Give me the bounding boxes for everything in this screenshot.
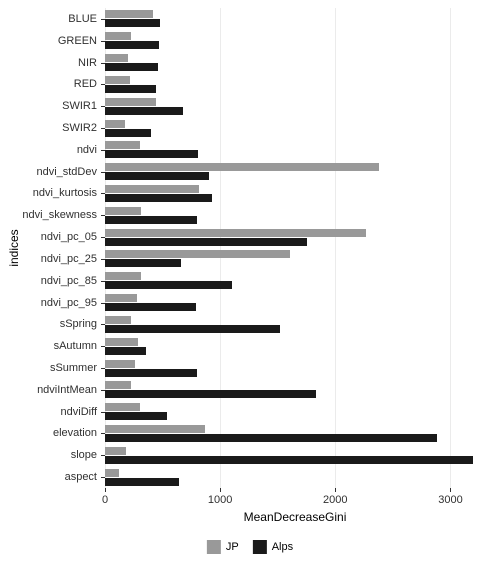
y-tick-label: SWIR1 <box>62 100 97 112</box>
bar-jp <box>105 229 366 237</box>
bar-jp <box>105 120 125 128</box>
x-tick-label: 0 <box>102 494 108 506</box>
x-tick-label: 1000 <box>208 494 232 506</box>
gridline <box>220 8 221 488</box>
bar-alps <box>105 390 316 398</box>
bar-alps <box>105 19 160 27</box>
bar-jp <box>105 316 131 324</box>
bar-alps <box>105 41 159 49</box>
bar-alps <box>105 478 179 486</box>
bar-jp <box>105 141 140 149</box>
bar-jp <box>105 469 119 477</box>
bar-alps <box>105 412 167 420</box>
y-tick-label: ndvi_pc_05 <box>41 231 97 243</box>
legend-item-alps: Alps <box>253 540 293 554</box>
bar-jp <box>105 185 199 193</box>
gridline <box>450 8 451 488</box>
y-tick-label: ndvi_pc_25 <box>41 253 97 265</box>
bar-jp <box>105 381 131 389</box>
x-tick-label: 3000 <box>438 494 462 506</box>
y-tick-label: RED <box>74 78 97 90</box>
bar-alps <box>105 281 232 289</box>
bar-alps <box>105 347 146 355</box>
bar-alps <box>105 85 156 93</box>
bar-jp <box>105 10 153 18</box>
bar-jp <box>105 338 138 346</box>
bar-jp <box>105 32 131 40</box>
bar-jp <box>105 250 290 258</box>
bar-jp <box>105 163 379 171</box>
legend-key-jp <box>207 540 221 554</box>
y-tick-label: aspect <box>65 471 97 483</box>
bar-alps <box>105 216 197 224</box>
bar-alps <box>105 434 437 442</box>
y-tick-label: NIR <box>78 57 97 69</box>
x-tick-mark <box>335 488 336 492</box>
x-axis-ticks: 0 1000 2000 3000 <box>105 492 485 510</box>
bar-alps <box>105 238 307 246</box>
bar-alps <box>105 456 473 464</box>
bar-jp <box>105 294 137 302</box>
y-tick-label: BLUE <box>68 13 97 25</box>
y-tick-label: sSpring <box>60 318 97 330</box>
bar-jp <box>105 76 130 84</box>
plot-panel <box>105 8 485 488</box>
bar-alps <box>105 259 181 267</box>
legend-key-alps <box>253 540 267 554</box>
legend-item-jp: JP <box>207 540 239 554</box>
bar-jp <box>105 425 205 433</box>
x-tick-mark <box>450 488 451 492</box>
bar-jp <box>105 98 156 106</box>
y-tick-label: ndvi <box>77 144 97 156</box>
y-axis-ticks: BLUE GREEN NIR RED SWIR1 SWIR2 ndvi ndvi_stdDev… <box>0 8 101 488</box>
bar-jp <box>105 272 141 280</box>
x-axis-title: MeanDecreaseGini <box>244 510 347 524</box>
x-tick-mark <box>105 488 106 492</box>
y-tick-label: GREEN <box>58 35 97 47</box>
bar-alps <box>105 150 198 158</box>
gridline <box>335 8 336 488</box>
bar-alps <box>105 369 197 377</box>
y-tick-label: slope <box>71 449 97 461</box>
x-tick-mark <box>220 488 221 492</box>
y-tick-label: ndvi_pc_85 <box>41 275 97 287</box>
y-tick-label: ndvi_pc_95 <box>41 297 97 309</box>
y-tick-label: ndviDiff <box>61 406 97 418</box>
y-tick-label: elevation <box>53 427 97 439</box>
legend: JP Alps <box>207 540 293 554</box>
bar-jp <box>105 447 126 455</box>
legend-label-alps: Alps <box>272 541 293 553</box>
x-tick-label: 2000 <box>323 494 347 506</box>
y-tick-label: ndvi_stdDev <box>36 166 97 178</box>
y-tick-label: ndvi_skewness <box>22 209 97 221</box>
legend-label-jp: JP <box>226 541 239 553</box>
y-tick-label: SWIR2 <box>62 122 97 134</box>
bar-alps <box>105 325 280 333</box>
bar-jp <box>105 207 141 215</box>
bar-alps <box>105 63 158 71</box>
bar-alps <box>105 194 212 202</box>
bar-jp <box>105 54 128 62</box>
bar-alps <box>105 172 209 180</box>
bar-alps <box>105 107 183 115</box>
chart-figure: indices BLUEGREENNIRREDSWIR1SWIR2ndvindv… <box>0 0 500 564</box>
y-tick-label: sAutumn <box>54 340 97 352</box>
y-tick-label: ndviIntMean <box>37 384 97 396</box>
bar-jp <box>105 360 135 368</box>
bar-jp <box>105 403 140 411</box>
bar-alps <box>105 129 151 137</box>
y-tick-label: sSummer <box>50 362 97 374</box>
bar-alps <box>105 303 196 311</box>
y-tick-label: ndvi_kurtosis <box>33 187 97 199</box>
